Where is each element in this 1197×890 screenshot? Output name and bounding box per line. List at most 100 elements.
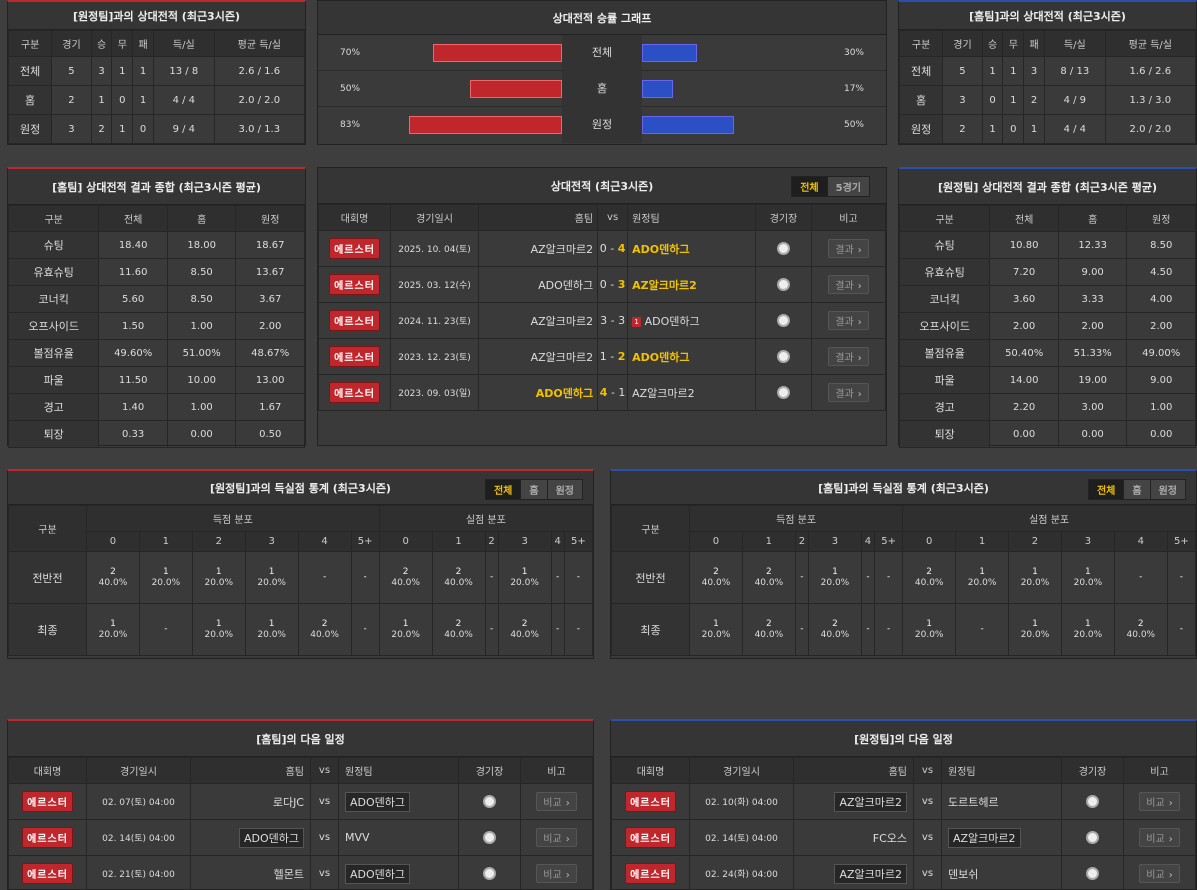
tab-home[interactable]: 홈 <box>1124 480 1151 499</box>
compare-button[interactable]: 비교 › <box>536 828 577 847</box>
tab-5-games[interactable]: 5경기 <box>827 177 869 196</box>
league-badge[interactable]: 에르스터 <box>329 274 380 295</box>
scored-header: 득점 분포 <box>86 505 380 532</box>
away-team[interactable]: AZ알크마르2 <box>627 374 756 411</box>
chevron-right-icon: › <box>857 281 862 292</box>
goal-pct: 40.0% <box>310 629 339 640</box>
table-row[interactable]: 에르스터 02. 10(화) 04:00 AZ알크마르2 vs 도르트헤르 비교 › <box>611 783 1196 820</box>
away-score: 3 <box>618 314 626 327</box>
table-cell: 2.6 / 1.6 <box>213 56 306 86</box>
league-badge[interactable]: 에르스터 <box>22 863 73 884</box>
table-row[interactable]: 에르스터 2025. 10. 04(토) AZ알크마르2 0 - 4 ADO덴하그 결과 › <box>318 230 886 267</box>
result-button[interactable]: 결과 › <box>828 239 869 258</box>
goal-pct: 20.0% <box>1020 629 1050 640</box>
stadium-icon[interactable] <box>1086 867 1099 880</box>
home-team[interactable]: 로다JC <box>190 783 311 820</box>
table-row[interactable]: 에르스터 2023. 09. 03(일) ADO덴하그 4 - 1 AZ알크마르2 결과 › <box>318 374 886 411</box>
home-team[interactable]: ADO덴하그 <box>477 266 599 303</box>
table-row[interactable]: 에르스터 02. 21(토) 04:00 헬몬트 vs ADO덴하그 비교 › <box>8 855 593 890</box>
stadium-icon[interactable] <box>483 831 496 844</box>
league-badge[interactable]: 에르스터 <box>625 791 676 812</box>
note-cell: 비교 › <box>520 819 593 856</box>
result-button[interactable]: 결과 › <box>828 347 869 366</box>
away-team[interactable]: MVV <box>338 819 459 856</box>
goal-cell: 2 40.0% <box>902 551 957 604</box>
league-badge[interactable]: 에르스터 <box>625 863 676 884</box>
goal-left-table: 구분 득점 분포 실점 분포 0 1 2 3 4 5+ 0 1 2 3 4 5+ 전반전 2 40.0% 1 20.0… <box>8 505 594 656</box>
tab-all[interactable]: 전체 <box>1088 480 1125 499</box>
away-team[interactable]: AZ알크마르2 <box>627 266 756 303</box>
league-badge[interactable]: 에르스터 <box>329 238 380 259</box>
stadium-icon[interactable] <box>1086 831 1099 844</box>
tab-away[interactable]: 원정 <box>547 480 582 499</box>
table-cell: 8.50 <box>166 258 237 286</box>
home-team[interactable]: AZ알크마르2 <box>793 855 914 890</box>
league-badge[interactable]: 에르스터 <box>22 827 73 848</box>
table-cell: 오프사이드 <box>898 312 991 340</box>
header-row: 0 1 2 3 4 5+ 0 1 2 3 4 5+ <box>9 531 594 552</box>
home-team[interactable]: AZ알크마르2 <box>793 783 914 820</box>
stadium-icon[interactable] <box>777 278 790 291</box>
stadium-icon[interactable] <box>777 350 790 363</box>
table-cell: 12.33 <box>1057 231 1128 259</box>
result-button[interactable]: 결과 › <box>828 383 869 402</box>
league-cell: 에르스터 <box>611 819 690 856</box>
away-team[interactable]: ADO덴하그 <box>627 230 756 267</box>
away-team[interactable]: ADO덴하그 <box>338 855 459 890</box>
table-row[interactable]: 에르스터 02. 07(토) 04:00 로다JC vs ADO덴하그 비교 › <box>8 783 593 820</box>
goal-cell: - <box>1113 551 1168 604</box>
table-row[interactable]: 에르스터 02. 14(토) 04:00 ADO덴하그 vs MVV 비교 › <box>8 819 593 856</box>
col-header: 패 <box>132 30 154 57</box>
league-badge[interactable]: 에르스터 <box>329 382 380 403</box>
stadium-icon[interactable] <box>777 314 790 327</box>
home-team[interactable]: AZ알크마르2 <box>477 230 599 267</box>
league-badge[interactable]: 에르스터 <box>625 827 676 848</box>
table-row[interactable]: 에르스터 02. 24(화) 04:00 AZ알크마르2 vs 덴보쉬 비교 › <box>611 855 1196 890</box>
table-row[interactable]: 에르스터 02. 14(토) 04:00 FC오스 vs AZ알크마르2 비교 › <box>611 819 1196 856</box>
away-team[interactable]: 1 ADO덴하그 <box>627 302 756 339</box>
away-team[interactable]: ADO덴하그 <box>627 338 756 375</box>
away-team[interactable]: 덴보쉬 <box>941 855 1062 890</box>
compare-button[interactable]: 비교 › <box>536 792 577 811</box>
away-bar-track <box>642 116 826 134</box>
tab-home[interactable]: 홈 <box>521 480 548 499</box>
compare-button[interactable]: 비교 › <box>1139 792 1180 811</box>
table-row[interactable]: 에르스터 2023. 12. 23(토) AZ알크마르2 1 - 2 ADO덴하그 결과 › <box>318 338 886 375</box>
table-cell: 1.3 / 3.0 <box>1104 85 1197 115</box>
home-team[interactable]: 헬몬트 <box>190 855 311 890</box>
home-team[interactable]: ADO덴하그 <box>190 819 311 856</box>
away-team[interactable]: AZ알크마르2 <box>941 819 1062 856</box>
goal-count: - <box>576 572 580 582</box>
result-button[interactable]: 결과 › <box>828 311 869 330</box>
result-button[interactable]: 결과 › <box>828 275 869 294</box>
compare-button[interactable]: 비교 › <box>536 864 577 883</box>
tab-away[interactable]: 원정 <box>1150 480 1185 499</box>
goal-col: 4 <box>550 531 565 552</box>
goal-pct: 40.0% <box>754 577 784 588</box>
league-badge[interactable]: 에르스터 <box>329 346 380 367</box>
home-team[interactable]: AZ알크마르2 <box>477 302 599 339</box>
home-team[interactable]: ADO덴하그 <box>477 374 599 411</box>
compare-button[interactable]: 비교 › <box>1139 828 1180 847</box>
tab-all[interactable]: 전체 <box>485 480 522 499</box>
table-cell: 1.00 <box>166 393 237 421</box>
stadium-icon[interactable] <box>1086 795 1099 808</box>
league-badge[interactable]: 에르스터 <box>329 310 380 331</box>
stadium-icon[interactable] <box>777 386 790 399</box>
stadium-icon[interactable] <box>483 867 496 880</box>
league-badge[interactable]: 에르스터 <box>22 791 73 812</box>
vs-cell: vs <box>310 783 339 820</box>
table-cell: 9.00 <box>1057 258 1128 286</box>
goal-right-title-text: [홈팀]과의 득실점 통계 (최근3시즌) <box>818 481 989 495</box>
tab-all[interactable]: 전체 <box>792 177 828 196</box>
home-team[interactable]: AZ알크마르2 <box>477 338 599 375</box>
stadium-icon[interactable] <box>777 242 790 255</box>
home-team[interactable]: FC오스 <box>793 819 914 856</box>
league-cell: 에르스터 <box>318 338 391 375</box>
table-row[interactable]: 에르스터 2025. 03. 12(수) ADO덴하그 0 - 3 AZ알크마르2 결과 › <box>318 266 886 303</box>
away-team[interactable]: ADO덴하그 <box>338 783 459 820</box>
compare-button[interactable]: 비교 › <box>1139 864 1180 883</box>
stadium-icon[interactable] <box>483 795 496 808</box>
away-team[interactable]: 도르트헤르 <box>941 783 1062 820</box>
